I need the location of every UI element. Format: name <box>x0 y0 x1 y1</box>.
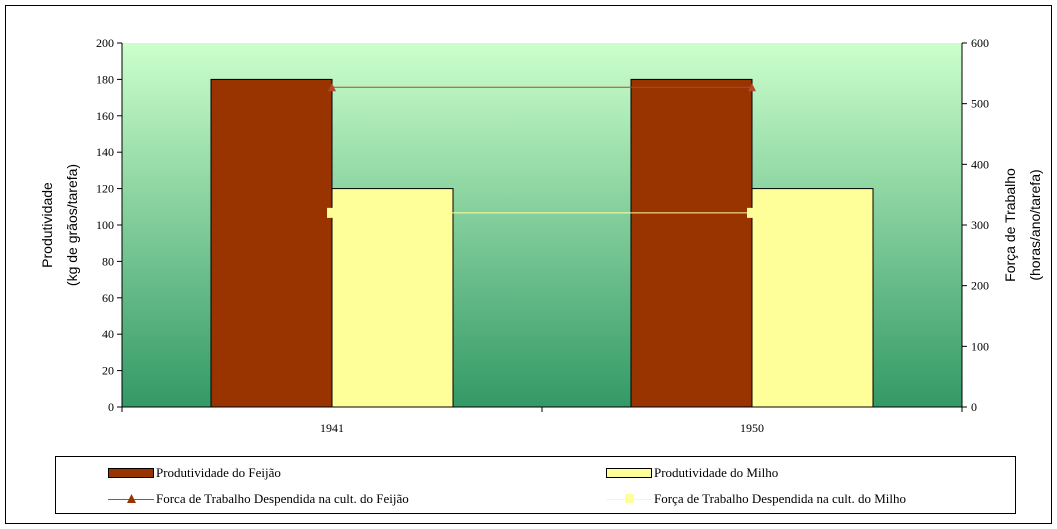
legend: Produtividade do Feijão Produtividade do… <box>55 456 1016 514</box>
x-tick-label: 1950 <box>740 421 764 435</box>
triangle-marker-icon <box>127 494 136 503</box>
y2-tick-label: 300 <box>971 218 989 232</box>
line-point <box>747 207 757 218</box>
bar <box>210 78 333 408</box>
y-tick-label: 160 <box>96 109 114 123</box>
y-tick-label: 120 <box>96 182 114 196</box>
y2-tick-label: 200 <box>971 279 989 293</box>
line-point <box>748 83 756 92</box>
y2-tick-label: 500 <box>971 97 989 111</box>
y2-axis-title-line2: (horas/ano/tarefa) <box>1027 169 1043 280</box>
y-tick-label: 60 <box>102 291 114 305</box>
legend-item-milho-bar: Produtividade do Milho <box>606 465 778 481</box>
y-tick-label: 0 <box>108 400 114 414</box>
y-tick-label: 80 <box>102 254 114 268</box>
y2-tick-label: 600 <box>971 36 989 50</box>
legend-item-feijao-bar: Produtividade do Feijão <box>108 465 281 481</box>
x-tick-label: 1941 <box>320 421 344 435</box>
legend-label: Força de Trabalho Despendida na cult. do… <box>654 491 907 506</box>
y-axis-title-line2: (kg de grãos/tarefa) <box>64 164 80 286</box>
y-tick-label: 20 <box>102 364 114 378</box>
y-tick-label: 200 <box>96 36 114 50</box>
y-axis-title-line1: Produtividade <box>39 182 55 268</box>
y-tick-label: 140 <box>96 145 114 159</box>
legend-swatch-milho <box>606 468 652 478</box>
square-marker-icon <box>625 494 634 503</box>
legend-swatch-feijao <box>108 468 154 478</box>
legend-item-milho-line: Força de Trabalho Despendida na cult. do… <box>606 491 906 507</box>
y2-tick-label: 100 <box>971 339 989 353</box>
y-tick-label: 180 <box>96 72 114 86</box>
line-point <box>327 207 337 218</box>
legend-label: Produtividade do Feijão <box>156 465 281 480</box>
legend-line-milho <box>606 493 652 505</box>
bar <box>751 188 874 408</box>
legend-label: Forca de Trabalho Despendida na cult. do… <box>156 491 409 506</box>
y-tick-label: 40 <box>102 327 114 341</box>
bar <box>630 78 753 408</box>
y2-axis-title-line1: Força de Trabalho <box>1002 168 1018 282</box>
y-tick-label: 100 <box>96 218 114 232</box>
legend-item-feijao-line: Forca de Trabalho Despendida na cult. do… <box>108 491 409 507</box>
legend-line-feijao <box>108 493 154 505</box>
y2-tick-label: 400 <box>971 157 989 171</box>
y2-tick-label: 0 <box>971 400 977 414</box>
legend-label: Produtividade do Milho <box>654 465 779 480</box>
bar <box>331 188 454 408</box>
line-point <box>328 83 336 92</box>
